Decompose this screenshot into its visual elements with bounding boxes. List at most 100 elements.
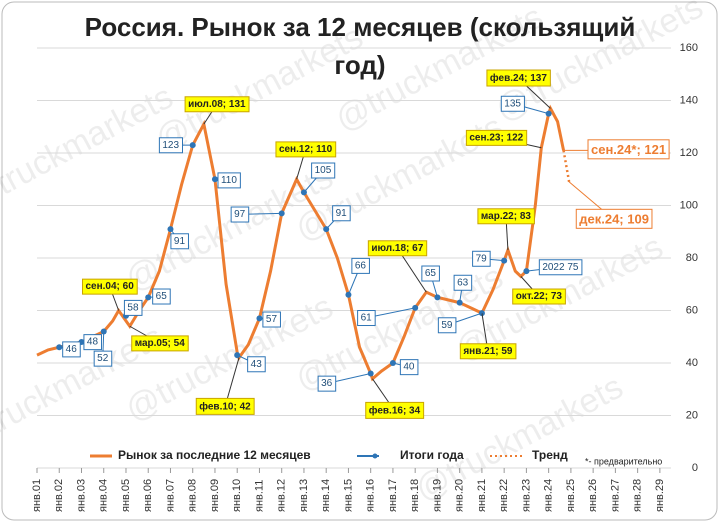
label-box bbox=[367, 240, 428, 257]
label-box bbox=[486, 69, 551, 87]
data-label: 58 bbox=[127, 302, 139, 313]
x-tick-label: янв.14 bbox=[320, 479, 332, 512]
label-box bbox=[123, 299, 143, 316]
data-label: 135 bbox=[504, 98, 521, 109]
x-tick-label: янв.09 bbox=[209, 479, 221, 512]
x-tick-label: янв.05 bbox=[120, 479, 132, 512]
x-tick-label: янв.25 bbox=[565, 479, 577, 512]
data-label: сен.23; 122 bbox=[469, 132, 523, 143]
x-tick-label: янв.01 bbox=[31, 479, 43, 512]
label-box bbox=[195, 397, 255, 415]
label-box bbox=[351, 257, 370, 274]
label-box bbox=[262, 311, 281, 328]
label-box bbox=[158, 137, 183, 154]
x-tick-label: янв.07 bbox=[164, 479, 176, 512]
data-label: 91 bbox=[336, 208, 348, 219]
data-label: сен.24*; 121 bbox=[591, 142, 666, 157]
label-box bbox=[538, 259, 583, 276]
data-label: 40 bbox=[403, 362, 415, 373]
label-box bbox=[365, 401, 425, 419]
x-tick-label: янв.20 bbox=[454, 479, 466, 512]
y-tick-label: 160 bbox=[680, 42, 698, 54]
label-box bbox=[465, 129, 528, 146]
x-tick-label: янв.03 bbox=[75, 479, 87, 512]
x-tick-label: янв.29 bbox=[654, 479, 666, 512]
data-label: 105 bbox=[315, 165, 332, 176]
data-label: фев.24; 137 bbox=[490, 72, 547, 84]
data-label: 59 bbox=[441, 320, 453, 331]
label-box bbox=[184, 96, 250, 113]
data-label: 66 bbox=[355, 260, 367, 271]
label-box bbox=[472, 250, 491, 267]
label-box bbox=[311, 162, 336, 179]
data-label: 2022 75 bbox=[542, 262, 579, 273]
y-tick-label: 0 bbox=[692, 462, 698, 474]
legend-label: Рынок за последние 12 месяцев bbox=[118, 448, 311, 462]
label-box bbox=[317, 375, 337, 392]
x-tick-label: янв.19 bbox=[431, 479, 443, 512]
data-label: 79 bbox=[476, 253, 488, 264]
data-label: сен.12; 110 bbox=[279, 144, 333, 155]
label-box bbox=[500, 95, 525, 112]
x-tick-label: янв.06 bbox=[142, 479, 154, 512]
x-tick-label: янв.17 bbox=[387, 479, 399, 512]
y-tick-label: 60 bbox=[686, 304, 698, 316]
data-label: фев.16; 34 bbox=[369, 404, 421, 416]
data-label: мар.05; 54 bbox=[135, 338, 186, 349]
label-box bbox=[93, 350, 113, 367]
x-tick-label: янв.13 bbox=[298, 479, 310, 512]
data-label: 52 bbox=[97, 353, 109, 364]
label-box bbox=[357, 310, 376, 327]
label-box bbox=[477, 208, 535, 225]
data-label: 110 bbox=[221, 175, 237, 186]
data-label: сен.04; 60 bbox=[85, 281, 134, 292]
data-label: 46 bbox=[66, 344, 78, 355]
data-label: мар.22; 83 bbox=[481, 211, 532, 222]
x-tick-label: янв.08 bbox=[187, 479, 199, 512]
data-label: 91 bbox=[174, 236, 186, 247]
label-box bbox=[62, 341, 81, 358]
label-box bbox=[437, 317, 457, 334]
label-box bbox=[217, 172, 241, 189]
x-tick-label: янв.21 bbox=[476, 479, 488, 512]
x-tick-label: янв.02 bbox=[53, 479, 65, 512]
legend-note: *- предварительно bbox=[585, 456, 662, 466]
x-tick-label: янв.28 bbox=[632, 479, 644, 512]
data-label: дек.24; 109 bbox=[579, 211, 649, 226]
data-label: 48 bbox=[87, 337, 99, 348]
series-line bbox=[36, 104, 566, 382]
x-tick-label: янв.16 bbox=[365, 479, 377, 512]
label-box bbox=[152, 288, 171, 305]
data-label: 65 bbox=[156, 291, 168, 302]
x-tick-label: янв.11 bbox=[253, 480, 265, 512]
x-tick-label: янв.15 bbox=[342, 479, 354, 512]
label-box bbox=[83, 334, 102, 351]
label-box bbox=[81, 278, 138, 295]
label-box bbox=[575, 208, 653, 229]
label-box bbox=[459, 343, 517, 360]
x-tick-label: янв.22 bbox=[498, 479, 510, 512]
x-tick-label: янв.10 bbox=[231, 479, 243, 512]
x-tick-label: янв.26 bbox=[587, 479, 599, 512]
label-box bbox=[247, 356, 266, 373]
y-tick-label: 40 bbox=[686, 357, 698, 369]
x-tick-label: янв.23 bbox=[520, 479, 532, 512]
x-tick-label: янв.04 bbox=[98, 479, 110, 512]
data-label: 43 bbox=[251, 359, 263, 370]
x-tick-label: янв.24 bbox=[543, 479, 555, 512]
label-box bbox=[131, 335, 189, 352]
label-box bbox=[399, 359, 419, 376]
data-label: 63 bbox=[457, 277, 469, 288]
y-tick-label: 120 bbox=[680, 147, 698, 159]
label-box bbox=[512, 288, 566, 305]
data-label: янв.21; 59 bbox=[463, 346, 513, 357]
trend-line bbox=[562, 150, 571, 183]
data-label: июл.08; 131 bbox=[188, 99, 246, 110]
label-box bbox=[230, 206, 250, 223]
x-tick-label: янв.12 bbox=[276, 479, 288, 512]
label-box bbox=[421, 265, 440, 282]
data-label: 57 bbox=[266, 314, 278, 325]
legend-label: Тренд bbox=[532, 448, 568, 462]
